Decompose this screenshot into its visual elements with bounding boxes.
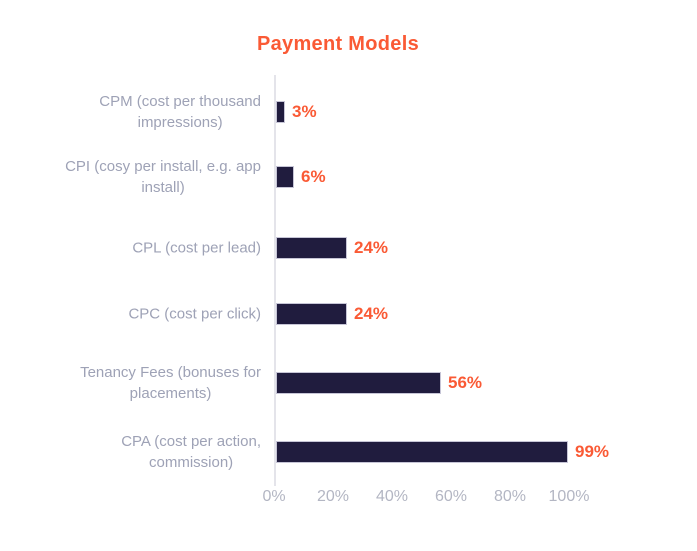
category-label-line: CPI (cosy per install, e.g. app bbox=[65, 158, 261, 175]
category-label-line: CPA (cost per action, bbox=[121, 433, 261, 450]
value-label: 6% bbox=[301, 167, 326, 186]
category-label: Tenancy Fees (bonuses for placements) bbox=[80, 362, 261, 404]
value-label: 3% bbox=[292, 102, 317, 121]
category-label-line: CPM (cost per thousand bbox=[99, 93, 261, 110]
x-tick-label: 40% bbox=[375, 488, 409, 505]
bar bbox=[276, 303, 347, 325]
bar bbox=[276, 237, 347, 259]
x-tick-label: 0% bbox=[262, 488, 286, 505]
x-tick-label: 20% bbox=[316, 488, 350, 505]
bar bbox=[276, 372, 441, 394]
category-label-line: Tenancy Fees (bonuses for bbox=[80, 364, 261, 381]
category-label: CPM (cost per thousand impressions) bbox=[99, 91, 261, 133]
category-label: CPC (cost per click) bbox=[128, 304, 261, 325]
x-tick-label: 100% bbox=[548, 488, 590, 505]
category-label-line: install) bbox=[141, 179, 185, 196]
value-label: 99% bbox=[575, 442, 610, 461]
category-label-line: placements) bbox=[129, 385, 212, 402]
x-tick-label: 80% bbox=[493, 488, 527, 505]
y-axis-line bbox=[274, 75, 276, 486]
value-label: 24% bbox=[354, 238, 389, 257]
bar bbox=[276, 101, 285, 123]
category-label-line: CPL (cost per lead) bbox=[132, 239, 261, 257]
bar bbox=[276, 441, 568, 463]
value-label: 24% bbox=[354, 304, 389, 323]
bar bbox=[276, 166, 294, 188]
x-tick-label: 60% bbox=[434, 488, 468, 505]
category-label: CPA (cost per action, commission) bbox=[121, 431, 261, 473]
category-label: CPL (cost per lead) bbox=[132, 238, 261, 259]
chart-title: Payment Models bbox=[256, 33, 420, 55]
category-label-line: impressions) bbox=[137, 114, 223, 131]
category-label-line: CPC (cost per click) bbox=[128, 305, 261, 323]
category-label: CPI (cosy per install, e.g. app install) bbox=[65, 156, 261, 198]
value-label: 56% bbox=[448, 373, 483, 392]
category-label-line: commission) bbox=[149, 454, 234, 471]
